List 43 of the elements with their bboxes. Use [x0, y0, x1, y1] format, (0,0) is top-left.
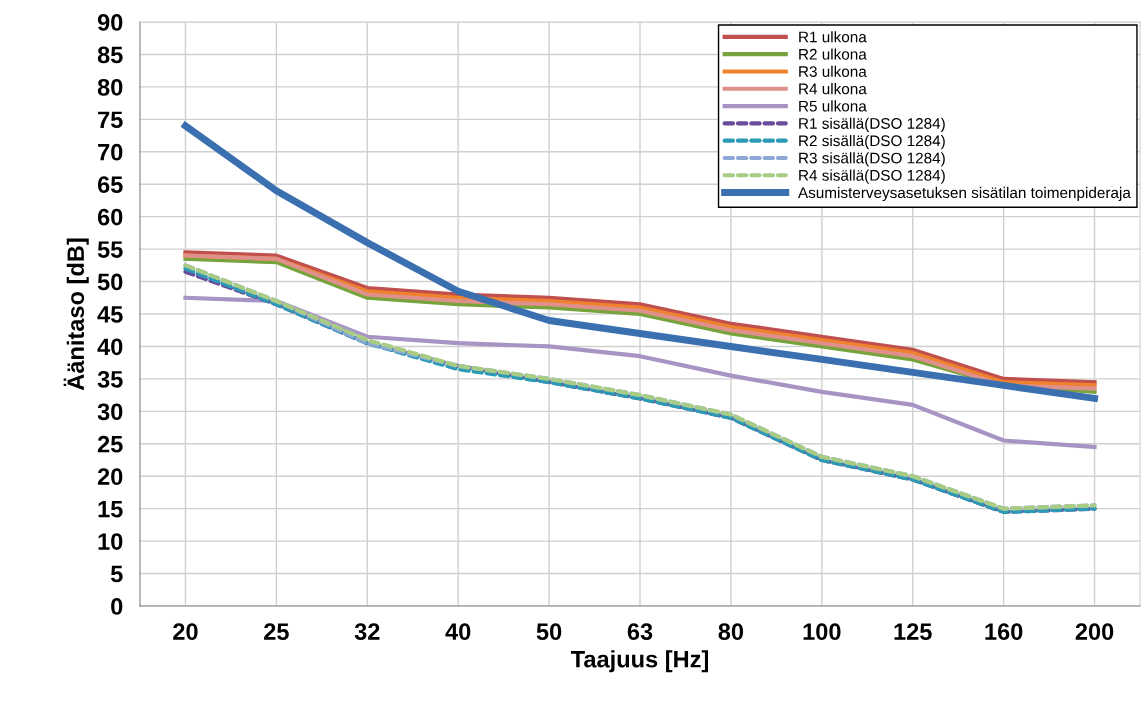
legend-label: R4 ulkona: [799, 83, 867, 95]
y-tick-label: 30: [97, 403, 123, 421]
y-tick-label: 25: [97, 435, 123, 453]
legend-label: R2 ulkona: [799, 48, 867, 60]
x-tick-label: 32: [354, 623, 380, 641]
y-tick-label: 90: [97, 14, 123, 31]
legend-label: R2 sisällä(DSO 1284): [799, 134, 945, 150]
x-tick-label: 50: [536, 623, 562, 641]
y-tick-label: 75: [98, 111, 123, 129]
legend-label: R1 sisällä(DSO 1284): [799, 117, 945, 132]
legend-label: R4 sisällä(DSO 1284): [799, 169, 945, 184]
y-tick-label: 10: [98, 533, 123, 550]
y-tick-label: 65: [97, 176, 123, 194]
y-tick-label: 0: [111, 598, 123, 615]
x-tick-label: 80: [718, 623, 744, 641]
y-tick-label: 45: [97, 306, 123, 323]
y-tick-label: 55: [97, 241, 123, 258]
y-tick-label: 5: [110, 565, 123, 583]
x-tick-label: 125: [894, 623, 932, 641]
legend-label: Asumisterveysasetuksen sisätilan toimenpideraja: [798, 186, 1131, 202]
x-tick-label: 20: [173, 623, 198, 641]
y-tick-label: 40: [97, 338, 123, 356]
x-tick-label: 100: [803, 623, 841, 641]
x-tick-label: 40: [445, 623, 471, 641]
x-axis-title: Taajuus [Hz]: [570, 650, 708, 673]
line-series: [183, 295, 1097, 450]
x-tick-label: 200: [1075, 623, 1114, 641]
x-tick-label: 160: [985, 623, 1023, 641]
y-tick-label: 15: [98, 500, 123, 518]
y-tick-label: 20: [97, 468, 123, 486]
y-tick-label: 50: [97, 273, 123, 291]
y-tick-label: 35: [97, 370, 123, 388]
y-tick-label: 80: [97, 78, 123, 96]
legend-label: R3 ulkona: [799, 65, 867, 77]
legend-label: R5 ulkona: [799, 100, 867, 112]
legend-label: R3 sisällä(DSO 1284): [799, 152, 945, 167]
y-tick-label: 85: [97, 46, 123, 64]
x-tick-label: 63: [627, 623, 653, 641]
legend-label: R1 ulkona: [799, 31, 867, 43]
y-tick-label: 70: [98, 143, 123, 161]
y-axis-title: Äänitaso [dB]: [63, 238, 89, 391]
y-tick-label: 60: [97, 208, 123, 226]
x-tick-label: 25: [264, 623, 289, 641]
